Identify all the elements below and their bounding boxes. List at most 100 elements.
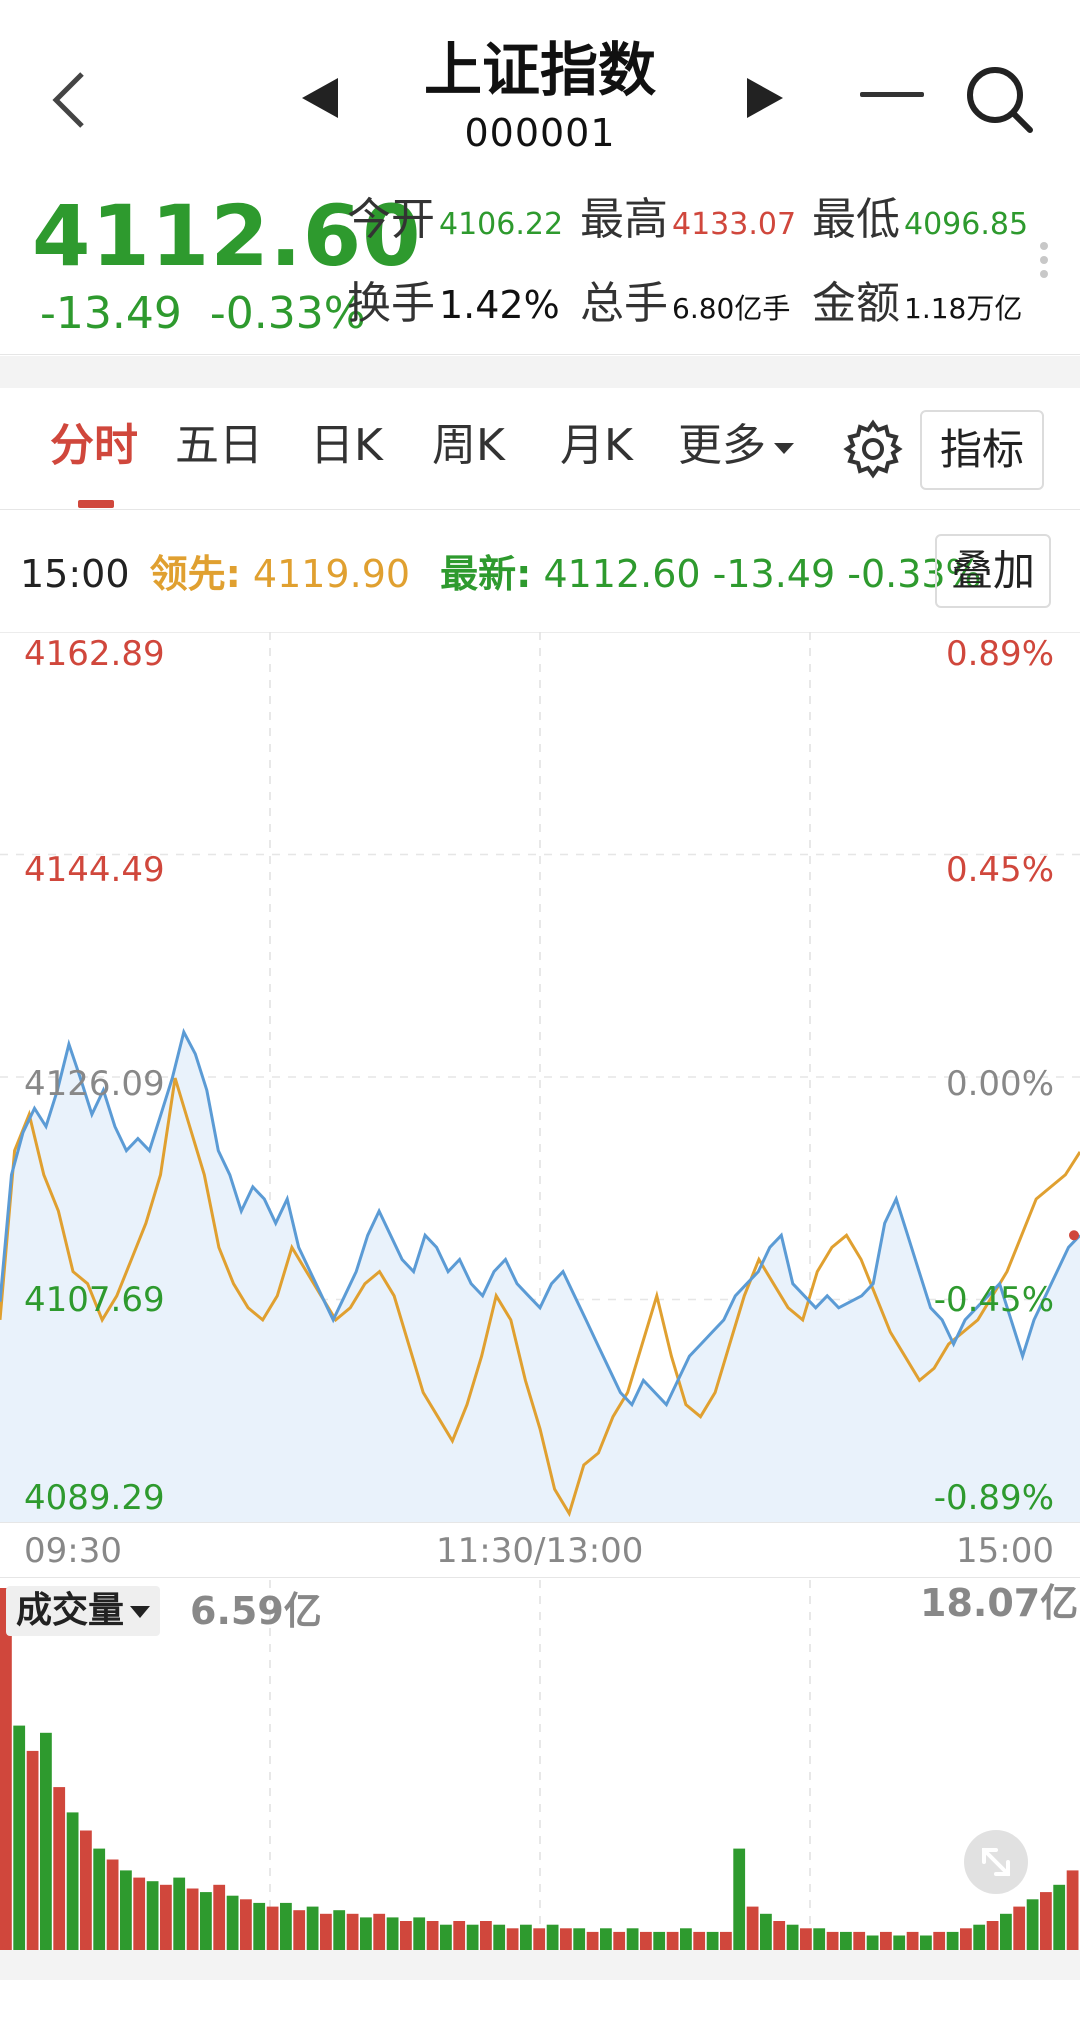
- tab-intraday[interactable]: 分时: [50, 420, 138, 471]
- volume-chart[interactable]: [0, 1580, 1080, 1950]
- stock-code: 000001: [464, 111, 616, 155]
- dot-icon: [1040, 270, 1048, 278]
- turnover-label: 换手: [347, 278, 435, 329]
- open-field: 今开 4106.22: [347, 190, 563, 255]
- section-divider: [0, 356, 1080, 388]
- chart-settings-button[interactable]: [842, 418, 904, 480]
- y-left-tick: 4107.69: [24, 1280, 165, 1320]
- volume-label: 总手: [580, 278, 668, 329]
- volume-bar: [0, 1588, 12, 1950]
- volume-bar: [306, 1906, 319, 1950]
- volume-bar: [360, 1917, 372, 1950]
- period-tabs: 分时 五日 日K 周K 月K 更多 指标: [0, 388, 1080, 510]
- expand-icon: [982, 1848, 1010, 1876]
- volume-bar: [40, 1732, 52, 1950]
- quote-summary: 4112.60 -13.49 -0.33% 今开 4106.22 最高 4133.0…: [0, 180, 1080, 355]
- volume-bar: [413, 1917, 426, 1950]
- low-label: 最低: [812, 194, 900, 245]
- volume-bar: [773, 1921, 786, 1950]
- volume-bar: [946, 1931, 959, 1950]
- volume-bar: [666, 1931, 679, 1950]
- volume-bar: [626, 1928, 639, 1950]
- volume-bar: [1013, 1906, 1026, 1950]
- back-button[interactable]: [40, 60, 100, 140]
- volume-selector[interactable]: 成交量: [6, 1586, 161, 1636]
- caret-down-icon: [774, 442, 794, 454]
- volume-bar: [426, 1921, 439, 1950]
- volume-bar: [480, 1921, 492, 1950]
- active-tab-indicator: [78, 500, 114, 508]
- low-field: 最低 4096.85: [812, 190, 1028, 255]
- y-right-tick: 0.89%: [945, 634, 1054, 674]
- tab-monthly-k[interactable]: 月K: [560, 420, 633, 471]
- volume-bar: [586, 1931, 599, 1950]
- more-details-button[interactable]: [1040, 242, 1050, 292]
- next-stock-button[interactable]: [740, 68, 790, 128]
- search-button[interactable]: [962, 62, 1036, 136]
- volume-bar: [986, 1921, 999, 1950]
- max-volume: 18.07亿: [920, 1581, 1079, 1625]
- dot-icon: [1040, 242, 1048, 250]
- high-value: 4133.07: [672, 207, 797, 242]
- y-left-tick: 4162.89: [24, 634, 165, 674]
- y-right-tick: 0.00%: [945, 1064, 1054, 1104]
- indicator-button[interactable]: 指标: [920, 410, 1044, 490]
- change-value: -13.49: [40, 288, 182, 339]
- volume-bar: [53, 1787, 66, 1950]
- volume-chart-svg: [0, 1580, 1079, 1950]
- latest-value: 4112.60 -13.49 -0.33%: [543, 552, 982, 596]
- time-axis: 09:30 11:30/13:00 15:00: [0, 1522, 1080, 1578]
- prev-stock-button[interactable]: [295, 68, 345, 128]
- volume-bar: [133, 1877, 146, 1950]
- volume-bar: [880, 1931, 892, 1950]
- high-field: 最高 4133.07: [580, 190, 796, 255]
- volume-bar: [440, 1924, 452, 1950]
- tab-daily-k[interactable]: 日K: [310, 420, 383, 471]
- high-label: 最高: [580, 194, 668, 245]
- volume-bar: [933, 1931, 946, 1950]
- volume-bar: [520, 1924, 532, 1950]
- x-tick-close: 15:00: [956, 1531, 1054, 1571]
- tab-five-day[interactable]: 五日: [175, 420, 263, 471]
- volume-bar: [506, 1928, 519, 1950]
- volume-bar: [906, 1931, 919, 1950]
- low-value: 4096.85: [904, 207, 1029, 242]
- tab-weekly-k[interactable]: 周K: [432, 420, 505, 471]
- current-price: 4112.60: [32, 187, 422, 285]
- volume-bar: [1000, 1913, 1012, 1950]
- expand-chart-button[interactable]: [964, 1830, 1028, 1894]
- intraday-price-chart[interactable]: 4162.89 4144.49 4126.09 4107.69 4089.29 …: [0, 631, 1080, 1523]
- volume-bar: [973, 1924, 986, 1950]
- volume-field: 总手 6.80亿手: [580, 274, 790, 339]
- price-area: [0, 1032, 1080, 1522]
- latest-label: 最新:: [440, 552, 532, 596]
- volume-bar: [400, 1921, 412, 1950]
- y-left-tick: 4126.09: [24, 1064, 165, 1104]
- volume-bar: [1040, 1892, 1052, 1950]
- prev-triangle-icon: [302, 78, 338, 118]
- lead-label: 领先:: [149, 552, 241, 596]
- gear-icon: [843, 419, 903, 479]
- change-percent: -0.33%: [209, 288, 366, 339]
- stock-title-block: 上证指数 000001: [360, 30, 720, 156]
- overlay-button[interactable]: 叠加: [935, 534, 1051, 608]
- y-left-tick: 4144.49: [24, 850, 165, 890]
- volume-bar: [920, 1935, 932, 1950]
- amount-field: 金额 1.18万亿: [812, 274, 1022, 339]
- x-tick-open: 09:30: [24, 1531, 122, 1571]
- volume-bar: [80, 1830, 92, 1950]
- volume-bar: [640, 1931, 652, 1950]
- tab-more[interactable]: 更多: [678, 416, 794, 476]
- volume-bar: [733, 1848, 746, 1950]
- volume-bar: [866, 1935, 879, 1950]
- crosshair-info-bar: 15:00 领先: 4119.90 最新: 4112.60 -13.49 -0.…: [0, 512, 1080, 632]
- next-triangle-icon: [747, 78, 783, 118]
- volume-bar: [106, 1859, 119, 1950]
- stock-name: 上证指数: [423, 36, 656, 104]
- dot-icon: [1040, 256, 1048, 264]
- open-label: 今开: [347, 194, 435, 245]
- volume-bar: [560, 1928, 572, 1950]
- volume-bar: [493, 1924, 506, 1950]
- volume-bar: [160, 1884, 172, 1950]
- minimize-button[interactable]: [860, 92, 924, 100]
